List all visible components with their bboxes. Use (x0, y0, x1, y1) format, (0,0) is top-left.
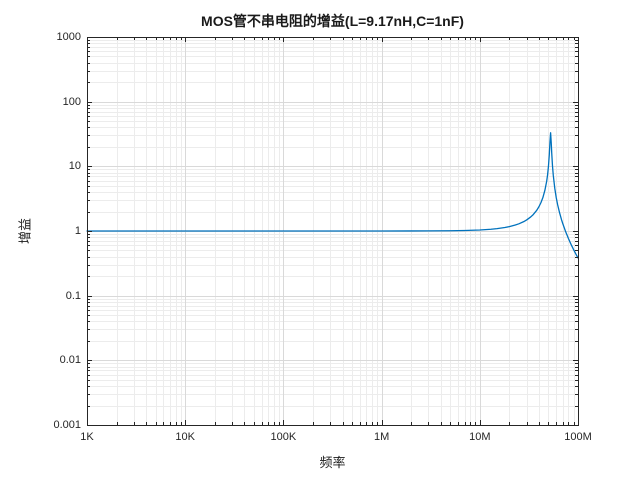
y-tick-label: 1000 (56, 31, 81, 43)
x-tick-label: 100K (270, 431, 297, 443)
y-tick-label: 0.01 (59, 354, 81, 367)
x-axis-label: 频率 (319, 455, 346, 470)
y-tick-label: 0.001 (53, 419, 81, 431)
chart-title: MOS管不串电阻的增益(L=9.17nH,C=1nF) (201, 13, 464, 29)
gain-curve (86, 132, 579, 259)
x-tick-label: 100M (564, 431, 592, 443)
x-tick-label: 10K (175, 431, 195, 443)
y-tick-label: 10 (68, 160, 81, 173)
y-tick-label: 100 (62, 95, 81, 108)
x-tick-label: 10M (469, 431, 491, 443)
y-tick-label: 0.1 (65, 289, 81, 302)
x-tick-label: 1K (80, 431, 94, 443)
y-tick-label: 1 (74, 225, 81, 237)
x-tick-label: 1M (373, 431, 390, 443)
axis-box (87, 37, 579, 426)
